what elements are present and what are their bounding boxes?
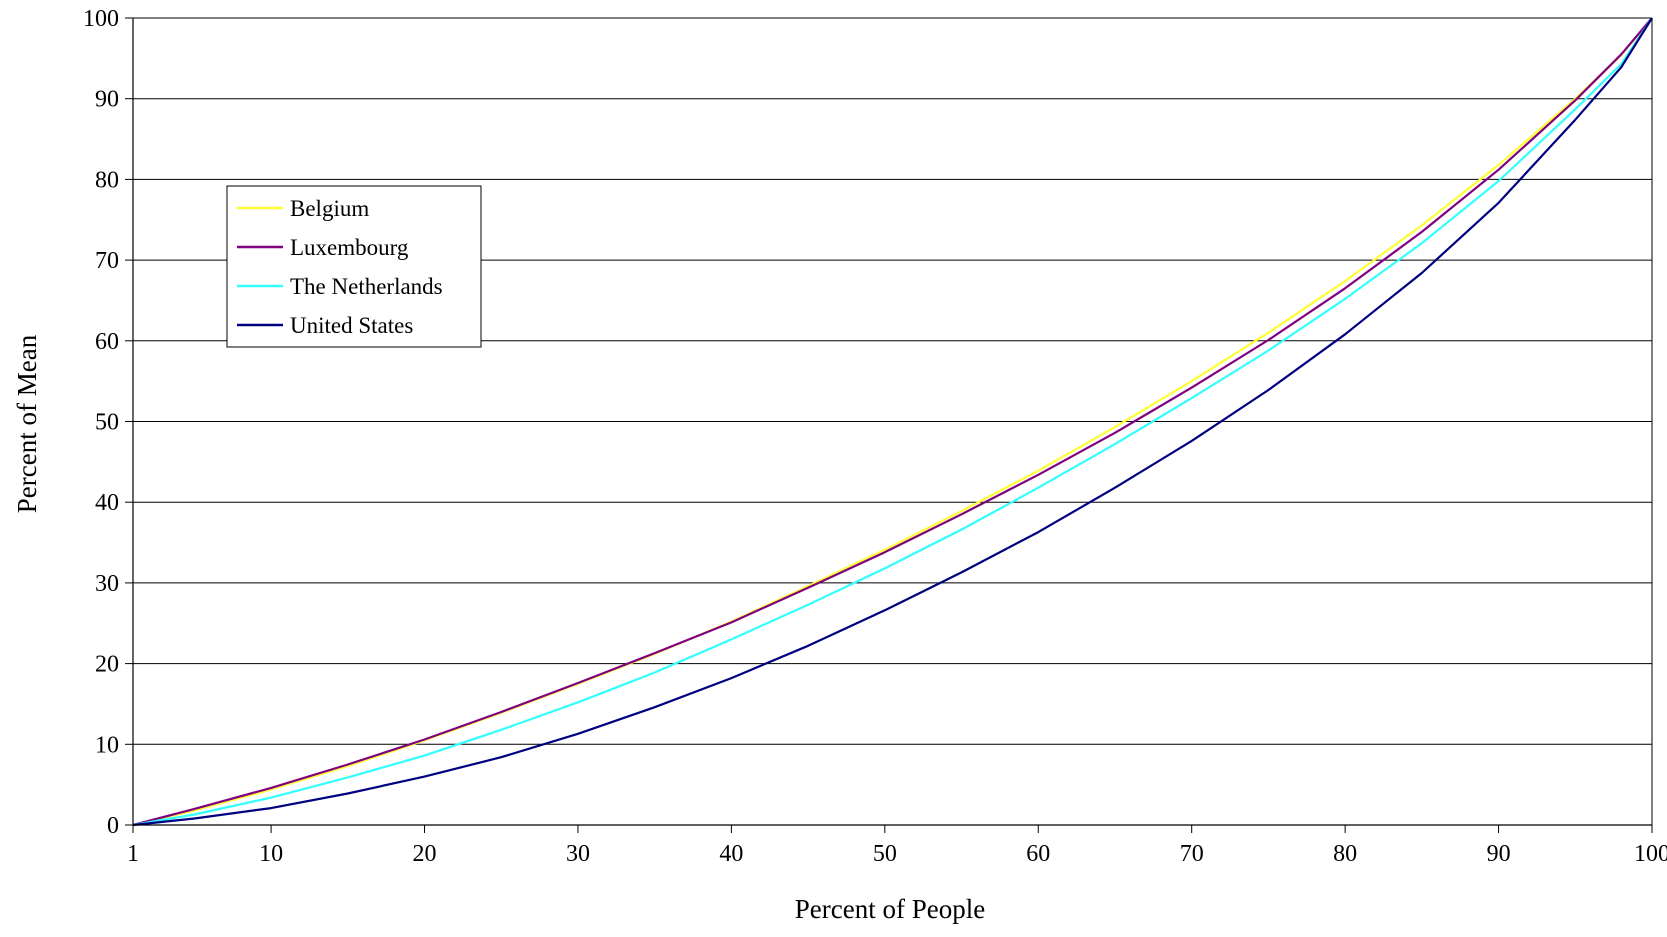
legend: Belgium Luxembourg The Netherlands United S… xyxy=(226,185,482,348)
y-tick-label: 60 xyxy=(95,329,119,355)
y-tick-label: 10 xyxy=(95,732,119,758)
x-tick-labels: 1 10 20 30 40 50 60 70 80 90 100 xyxy=(127,841,1667,867)
legend-label-luxembourg: Luxembourg xyxy=(290,235,409,260)
series-line-luxembourg xyxy=(132,17,1653,827)
x-tick-label: 80 xyxy=(1333,841,1357,867)
x-tick-label: 50 xyxy=(873,841,897,867)
y-tick-label: 100 xyxy=(83,6,119,32)
x-axis-title: Percent of People xyxy=(795,894,985,924)
x-tick-label: 1 xyxy=(127,841,139,867)
axes xyxy=(125,17,1653,833)
legend-label-belgium: Belgium xyxy=(290,196,369,221)
legend-label-united-states: United States xyxy=(290,313,413,338)
y-tick-label: 90 xyxy=(95,87,119,113)
x-tick-label: 90 xyxy=(1487,841,1511,867)
y-tick-label: 40 xyxy=(95,490,119,516)
legend-label-the-netherlands: The Netherlands xyxy=(290,274,443,299)
x-tick-label: 40 xyxy=(719,841,743,867)
series-lines xyxy=(132,17,1653,827)
x-tick-label: 70 xyxy=(1180,841,1204,867)
y-tick-labels: 0 10 20 30 40 50 60 70 80 90 100 xyxy=(83,6,119,839)
y-tick-label: 20 xyxy=(95,652,119,678)
series-line-united-states xyxy=(132,17,1653,827)
y-tick-label: 70 xyxy=(95,248,119,274)
y-tick-label: 0 xyxy=(107,813,119,839)
series-line-the-netherlands xyxy=(132,17,1653,827)
y-tick-label: 80 xyxy=(95,167,119,193)
x-tick-label: 100 xyxy=(1634,841,1667,867)
x-tick-label: 60 xyxy=(1026,841,1050,867)
series-line-belgium xyxy=(132,17,1653,827)
y-tick-label: 50 xyxy=(95,410,119,436)
x-tick-label: 10 xyxy=(259,841,283,867)
grid-lines xyxy=(133,17,1652,745)
y-tick-label: 30 xyxy=(95,571,119,597)
x-tick-label: 30 xyxy=(566,841,590,867)
legend-box xyxy=(226,185,482,348)
y-axis-title: Percent of Mean xyxy=(12,334,42,513)
x-tick-label: 20 xyxy=(413,841,437,867)
